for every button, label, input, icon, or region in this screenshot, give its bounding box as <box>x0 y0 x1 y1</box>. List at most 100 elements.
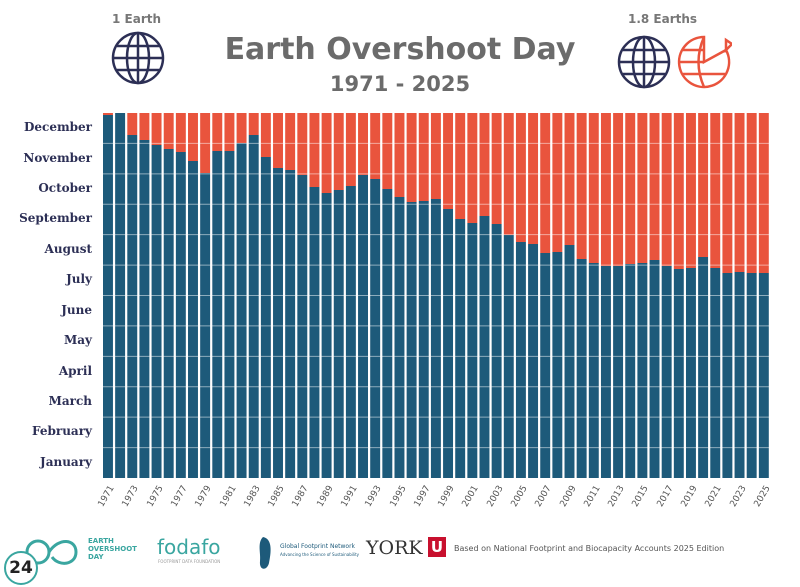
footer: EARTH OVERSHOOT DAY fodafo FOOTPRINT DAT… <box>0 525 800 585</box>
bar-overshoot-2001 <box>467 113 478 223</box>
bar-1992 <box>358 175 368 478</box>
bar-overshoot-1991 <box>345 113 356 186</box>
badge-24: 24 <box>4 551 38 585</box>
bar-1988 <box>309 187 320 478</box>
bar-overshoot-2022 <box>722 113 733 273</box>
y-tick-label: September <box>19 211 92 226</box>
bar-overshoot-2018 <box>673 113 684 269</box>
y-tick-label: February <box>31 424 92 439</box>
globe-icon <box>617 35 671 89</box>
bar-1990 <box>333 190 344 478</box>
bar-1989 <box>321 193 332 478</box>
bar-overshoot-1980 <box>212 113 223 151</box>
bar-2008 <box>552 252 563 478</box>
bar-2017 <box>661 266 672 478</box>
bar-1982 <box>236 143 247 478</box>
bar-overshoot-1993 <box>370 113 381 179</box>
data-source-note: Based on National Footprint and Biocapac… <box>454 544 725 553</box>
y-tick-label: April <box>58 363 92 378</box>
bar-overshoot-2011 <box>588 113 599 263</box>
bar-1971 <box>103 115 113 478</box>
earths-label: 1.8 Earths <box>628 12 698 26</box>
bar-1978 <box>188 161 198 478</box>
bar-2011 <box>588 263 599 478</box>
y-tick-label: November <box>23 150 92 165</box>
bar-2024 <box>746 273 757 478</box>
y-tick-label: May <box>63 333 92 348</box>
bar-2012 <box>600 266 611 478</box>
footprint-icon <box>259 537 271 569</box>
bar-overshoot-1978 <box>188 113 198 161</box>
bar-overshoot-1973 <box>127 113 138 135</box>
bar-2023 <box>734 272 745 478</box>
bar-1996 <box>406 202 417 478</box>
bar-2021 <box>710 268 721 478</box>
york-u-mark: U <box>428 537 446 557</box>
bar-overshoot-2020 <box>698 113 709 257</box>
bar-chart <box>102 113 770 478</box>
bar-1998 <box>430 199 441 478</box>
bar-overshoot-1997 <box>418 113 429 201</box>
bar-overshoot-2013 <box>613 113 624 266</box>
bar-overshoot-2012 <box>600 113 611 266</box>
fodafo-logo: fodafo <box>157 535 221 559</box>
bar-1974 <box>139 140 150 478</box>
bar-overshoot-2023 <box>734 113 745 272</box>
bar-overshoot-1998 <box>430 113 441 199</box>
bar-1980 <box>212 151 223 478</box>
bar-2020 <box>698 257 709 478</box>
bar-2010 <box>576 259 587 478</box>
bar-1973 <box>127 135 138 478</box>
bar-2003 <box>491 224 502 478</box>
bar-overshoot-2019 <box>685 113 696 268</box>
bar-2002 <box>479 216 490 478</box>
bar-overshoot-2006 <box>528 113 539 244</box>
one-earth-label: 1 Earth <box>112 12 162 26</box>
global-footprint-network-logo: Global Footprint Network <box>280 543 356 550</box>
bar-2005 <box>515 242 526 478</box>
bar-overshoot-1990 <box>333 113 344 190</box>
bar-2009 <box>564 245 575 478</box>
y-tick-label: July <box>66 272 92 287</box>
bar-overshoot-1971 <box>103 113 113 115</box>
bar-overshoot-1976 <box>163 113 174 149</box>
bar-overshoot-1975 <box>151 113 162 145</box>
bar-2016 <box>649 260 660 478</box>
globe-icon <box>111 31 165 85</box>
y-tick-label: October <box>38 181 92 196</box>
bar-1977 <box>175 152 186 478</box>
bar-overshoot-1989 <box>321 113 332 193</box>
bar-2001 <box>467 223 478 478</box>
bar-1981 <box>224 151 235 478</box>
bar-overshoot-1999 <box>443 113 454 209</box>
bar-1999 <box>443 209 454 478</box>
bar-1975 <box>151 145 162 478</box>
bar-1994 <box>382 189 393 478</box>
bar-2025 <box>758 273 769 478</box>
chart-subtitle: 1971 - 2025 <box>329 72 471 96</box>
bar-2019 <box>685 268 696 478</box>
bar-overshoot-2007 <box>540 113 551 253</box>
bar-2013 <box>613 266 624 478</box>
earth-overshoot-day-logo: EARTH OVERSHOOT DAY <box>88 537 137 561</box>
bar-overshoot-2000 <box>455 113 466 219</box>
bar-overshoot-2017 <box>661 113 672 266</box>
fodafo-subtitle: FOOTPRINT DATA FOUNDATION <box>158 559 221 564</box>
bar-2022 <box>722 273 733 478</box>
bar-overshoot-1984 <box>260 113 271 157</box>
bar-overshoot-2014 <box>625 113 636 264</box>
bar-overshoot-1995 <box>394 113 405 197</box>
bar-2007 <box>540 253 551 478</box>
y-tick-label: March <box>48 393 92 408</box>
bar-overshoot-1981 <box>224 113 235 151</box>
bar-overshoot-1986 <box>285 113 296 170</box>
bar-overshoot-1983 <box>248 113 259 135</box>
bar-overshoot-1974 <box>139 113 150 140</box>
bar-overshoot-2008 <box>552 113 563 252</box>
bar-1997 <box>418 201 429 478</box>
bar-overshoot-2025 <box>758 113 769 273</box>
bar-2015 <box>637 263 648 478</box>
y-tick-label: August <box>44 241 92 256</box>
bar-overshoot-1977 <box>175 113 186 152</box>
